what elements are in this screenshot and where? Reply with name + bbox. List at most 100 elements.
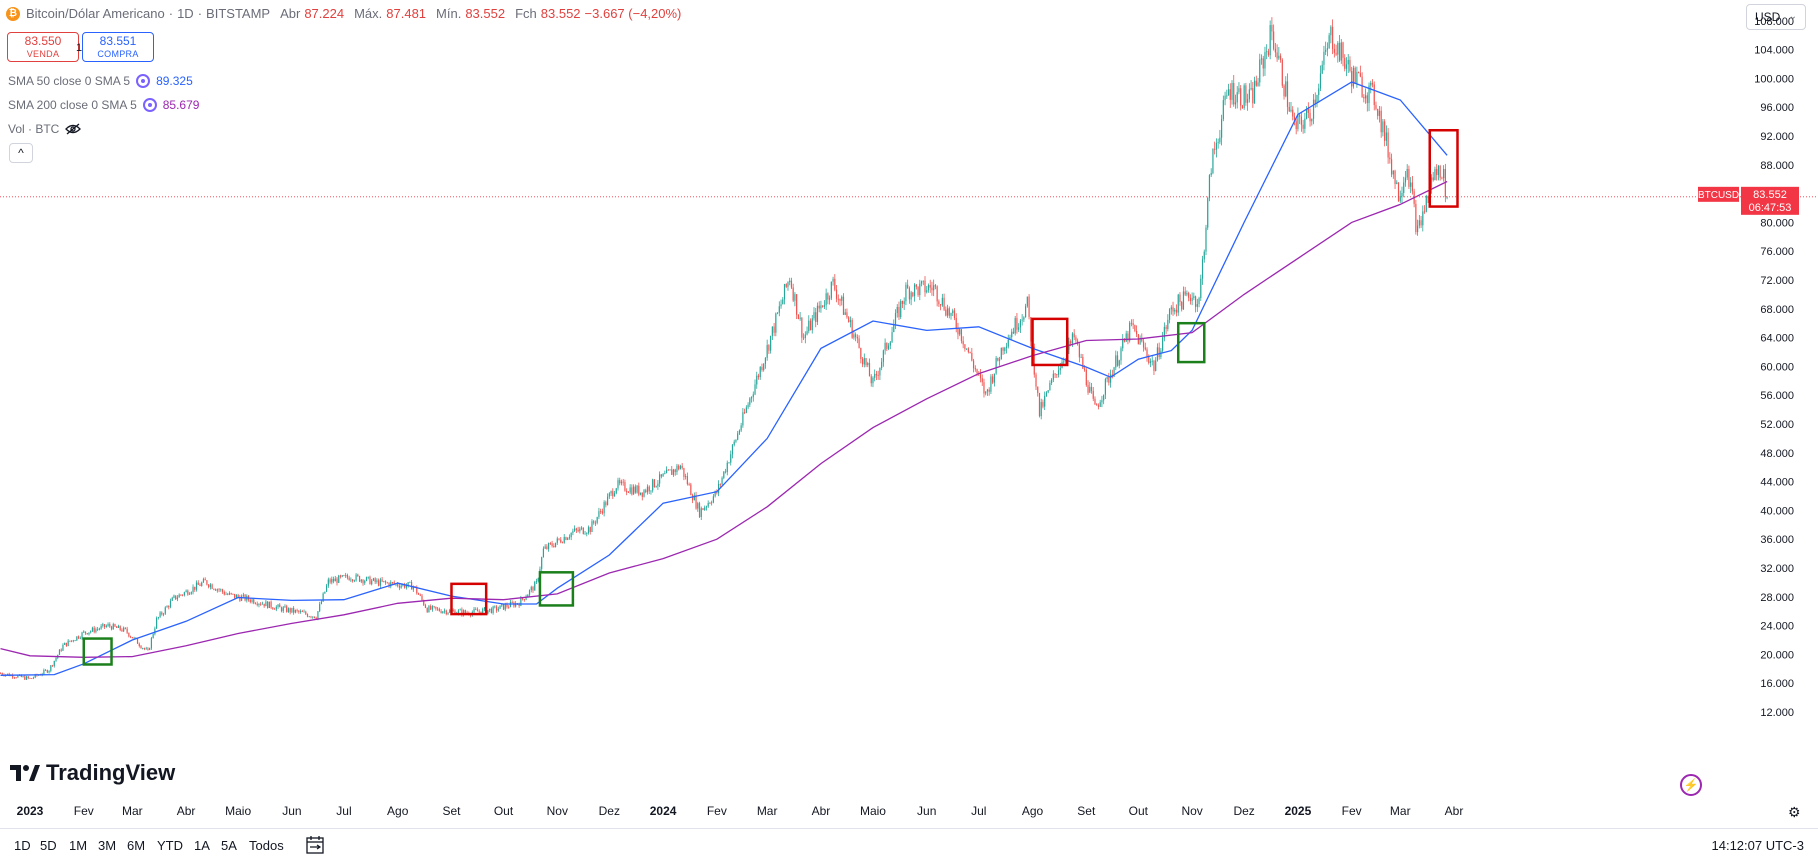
green-annotation-box xyxy=(538,571,575,607)
candle xyxy=(700,506,702,521)
sell-button[interactable]: 83.550 VENDA xyxy=(7,32,79,62)
indicator-volume[interactable]: Vol · BTC xyxy=(8,122,82,136)
candle-body xyxy=(959,329,961,335)
candle xyxy=(1290,101,1292,113)
candle-body xyxy=(1127,333,1129,341)
candle-body xyxy=(1397,182,1400,202)
candle xyxy=(704,505,706,511)
range-3m-button[interactable]: 3M xyxy=(98,838,117,853)
candle-body xyxy=(1106,377,1108,380)
candle xyxy=(1037,386,1039,397)
candle-body xyxy=(598,511,600,518)
candle xyxy=(645,488,647,494)
candle xyxy=(341,575,343,578)
candle-body xyxy=(834,278,836,290)
candle xyxy=(1408,165,1410,189)
candle-body xyxy=(1222,100,1224,120)
candle-body xyxy=(790,280,793,288)
candle xyxy=(1221,114,1223,146)
candle xyxy=(1285,76,1287,98)
candle-body xyxy=(490,608,492,614)
candle xyxy=(62,643,64,652)
candle-body xyxy=(1056,374,1058,375)
candle-body xyxy=(579,528,581,532)
candle xyxy=(747,402,749,410)
candle-body xyxy=(1278,55,1280,59)
candle-body xyxy=(1,673,3,675)
candle-body xyxy=(738,430,741,434)
candle xyxy=(1358,71,1360,74)
price-tag-value: 83.552 xyxy=(1753,189,1787,201)
candle xyxy=(362,579,364,586)
candle-body xyxy=(665,469,668,474)
candle-body xyxy=(745,407,747,413)
candle-body xyxy=(1347,59,1349,65)
candle-body xyxy=(574,528,576,532)
candle xyxy=(376,578,378,584)
candle xyxy=(171,596,173,601)
candle xyxy=(849,316,852,328)
candle-body xyxy=(1323,51,1325,65)
candle-body xyxy=(188,593,191,595)
candle-body xyxy=(809,320,812,331)
candle xyxy=(881,357,883,371)
candle xyxy=(1370,80,1372,94)
candle xyxy=(1144,342,1146,351)
candle-body xyxy=(463,610,465,615)
settings-icon[interactable] xyxy=(136,74,151,88)
candle xyxy=(768,344,770,354)
candle-body xyxy=(1122,338,1124,349)
range-6m-button[interactable]: 6M xyxy=(127,838,146,853)
range-5d-button[interactable]: 5D xyxy=(40,838,57,853)
eye-hidden-icon[interactable] xyxy=(65,123,82,135)
range-1a-button[interactable]: 1A xyxy=(194,838,210,853)
range-all-button[interactable]: Todos xyxy=(249,838,284,853)
candle-body xyxy=(698,503,701,517)
calendar-icon[interactable] xyxy=(305,835,325,855)
currency-select[interactable]: USD ⌄ xyxy=(1746,4,1806,30)
indicator-sma50[interactable]: SMA 50 close 0 SMA 5 89.325 xyxy=(8,74,193,88)
collapse-legend-button[interactable]: ^ xyxy=(9,143,33,163)
candle-body xyxy=(1311,118,1313,122)
candle-body xyxy=(600,511,602,512)
candle-body xyxy=(787,282,789,287)
candle xyxy=(900,299,902,320)
range-5a-button[interactable]: 5A xyxy=(221,838,237,853)
candle-body xyxy=(882,350,884,362)
candle xyxy=(1432,171,1434,182)
range-1m-button[interactable]: 1M xyxy=(69,838,88,853)
candle xyxy=(790,277,793,290)
candle-body xyxy=(783,284,786,300)
candle xyxy=(433,605,435,609)
candle-body xyxy=(518,603,520,607)
candle xyxy=(1318,83,1320,103)
candle xyxy=(804,331,806,344)
range-ytd-button[interactable]: YTD xyxy=(157,838,183,853)
candle xyxy=(464,609,466,614)
buy-button[interactable]: 83.551 COMPRA xyxy=(82,32,154,62)
clock[interactable]: 14:12:07 UTC-3 xyxy=(1711,838,1805,853)
candle-body xyxy=(511,602,513,603)
candle-body xyxy=(1085,369,1087,386)
price-chart[interactable]: 12.00016.00020.00024.00028.00032.00036.0… xyxy=(0,0,1818,828)
candle-body xyxy=(83,631,85,633)
candle xyxy=(1384,119,1386,147)
candle xyxy=(752,391,754,402)
candle-body xyxy=(348,577,350,581)
gear-icon[interactable]: ⚙ xyxy=(1788,804,1801,820)
range-1d-button[interactable]: 1D xyxy=(14,838,31,853)
candle-body xyxy=(1172,307,1174,312)
interval-label[interactable]: 1D xyxy=(177,6,194,21)
candle-body xyxy=(830,281,832,299)
tradingview-logo[interactable]: TradingView xyxy=(10,760,175,786)
indicator-lines xyxy=(0,81,1448,676)
lightning-icon[interactable]: ⚡ xyxy=(1680,774,1702,796)
candle xyxy=(619,477,621,486)
candle-body xyxy=(482,609,484,614)
candle-body xyxy=(1418,220,1420,226)
settings-icon[interactable] xyxy=(142,98,157,112)
candle xyxy=(1403,176,1405,198)
indicator-sma200[interactable]: SMA 200 close 0 SMA 5 85.679 xyxy=(8,98,199,112)
candle-body xyxy=(187,590,189,595)
symbol-title[interactable]: Bitcoin/Dólar Americano xyxy=(26,6,165,21)
